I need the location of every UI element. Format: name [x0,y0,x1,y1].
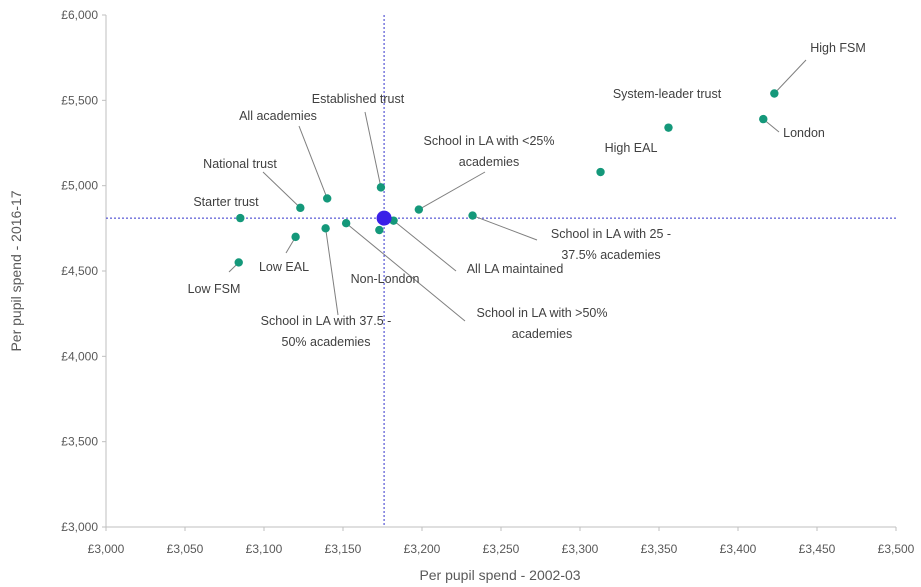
data-point [323,194,332,203]
point-label: All LA maintained [467,262,564,276]
y-tick-label: £5,500 [61,93,98,107]
point-label-line: London [783,126,825,140]
point-label: School in LA with 37.5 - 50% academies [261,314,392,349]
reference-lines [106,15,896,527]
point-label-line: High FSM [810,41,866,55]
point-label-line: National trust [203,157,277,171]
point-label-line: School in LA with >50% [477,306,608,320]
point-label: School in LA with >50% academies [477,306,608,341]
point-label-line: All academies [239,109,317,123]
data-point [468,211,477,220]
point-label-line: 50% academies [282,335,371,349]
axes-layer: £3,000 £3,050 £3,100 £3,150 £3,200 £3,250 £3,3… [61,8,914,556]
data-point [596,167,605,177]
data-point [770,89,779,98]
reference-point [376,210,392,226]
point-label: National trust [203,157,277,171]
point-label: Low EAL [259,260,309,274]
y-tick-label: £6,000 [61,8,98,22]
x-tick-label: £3,150 [325,542,362,556]
leader-line [393,220,457,272]
x-tick-label: £3,450 [799,542,836,556]
point-label: Low FSM [188,282,241,296]
point-label-line: School in LA with 25 - [551,227,671,241]
x-tick-label: £3,350 [641,542,678,556]
y-tick-label: £3,500 [61,435,98,449]
data-point [759,114,768,124]
point-label: Established trust [312,92,405,106]
point-label-line: School in LA with <25% [424,134,555,148]
x-tick-label: £3,400 [720,542,757,556]
point-label-line: Low FSM [188,282,241,296]
data-point [376,183,386,192]
leader-line [418,171,486,210]
point-labels: High FSM System-leader trust London High EA… [188,41,866,349]
point-label-line: Starter trust [193,195,259,209]
point-label: Starter trust [193,195,259,209]
x-tick-label: £3,000 [88,542,125,556]
data-point [664,123,673,132]
point-label-line: School in LA with 37.5 - [261,314,392,328]
point-label-line: Non-London [351,272,420,286]
point-label: London [783,126,825,140]
point-label: All academies [239,109,317,123]
point-label-line: All LA maintained [467,262,564,276]
x-axis-title: Per pupil spend - 2002-03 [419,567,580,583]
point-label: System-leader trust [613,87,722,101]
data-point [234,258,243,267]
x-tick-label: £3,300 [562,542,599,556]
leader-line [345,222,466,322]
data-point [291,232,300,242]
point-label-line: High EAL [605,141,658,155]
x-tick-label: £3,100 [246,542,283,556]
leader-lines [228,59,807,322]
data-point [236,213,245,223]
leader-line [325,228,339,316]
point-label: High EAL [605,141,658,155]
point-label-line: 37.5% academies [561,248,660,262]
data-point [296,203,305,213]
x-tick-label: £3,200 [404,542,441,556]
leader-line [298,125,328,199]
x-tick-label: £3,500 [878,542,915,556]
data-point [414,205,424,214]
y-tick-label: £3,000 [61,520,98,534]
leader-line [364,111,382,188]
data-point [341,219,351,228]
leader-line [472,215,538,241]
point-label-line: Low EAL [259,260,309,274]
data-points [234,89,779,267]
x-tick-label: £3,250 [483,542,520,556]
point-label: Non-London [351,272,420,286]
point-label-line: Established trust [312,92,405,106]
x-tick-label: £3,050 [167,542,204,556]
leader-line [773,59,807,94]
y-tick-label: £4,500 [61,264,98,278]
point-label-line: academies [459,155,519,169]
data-point [321,224,330,233]
point-label-line: academies [512,327,572,341]
point-label: School in LA with <25% academies [424,134,555,169]
point-label-line: System-leader trust [613,87,722,101]
point-label: High FSM [810,41,866,55]
data-point [375,225,384,235]
leader-line [262,171,301,209]
y-tick-label: £4,000 [61,349,98,363]
y-axis-title: Per pupil spend - 2016-17 [8,190,24,351]
point-label: School in LA with 25 - 37.5% academies [551,227,671,262]
y-tick-label: £5,000 [61,179,98,193]
